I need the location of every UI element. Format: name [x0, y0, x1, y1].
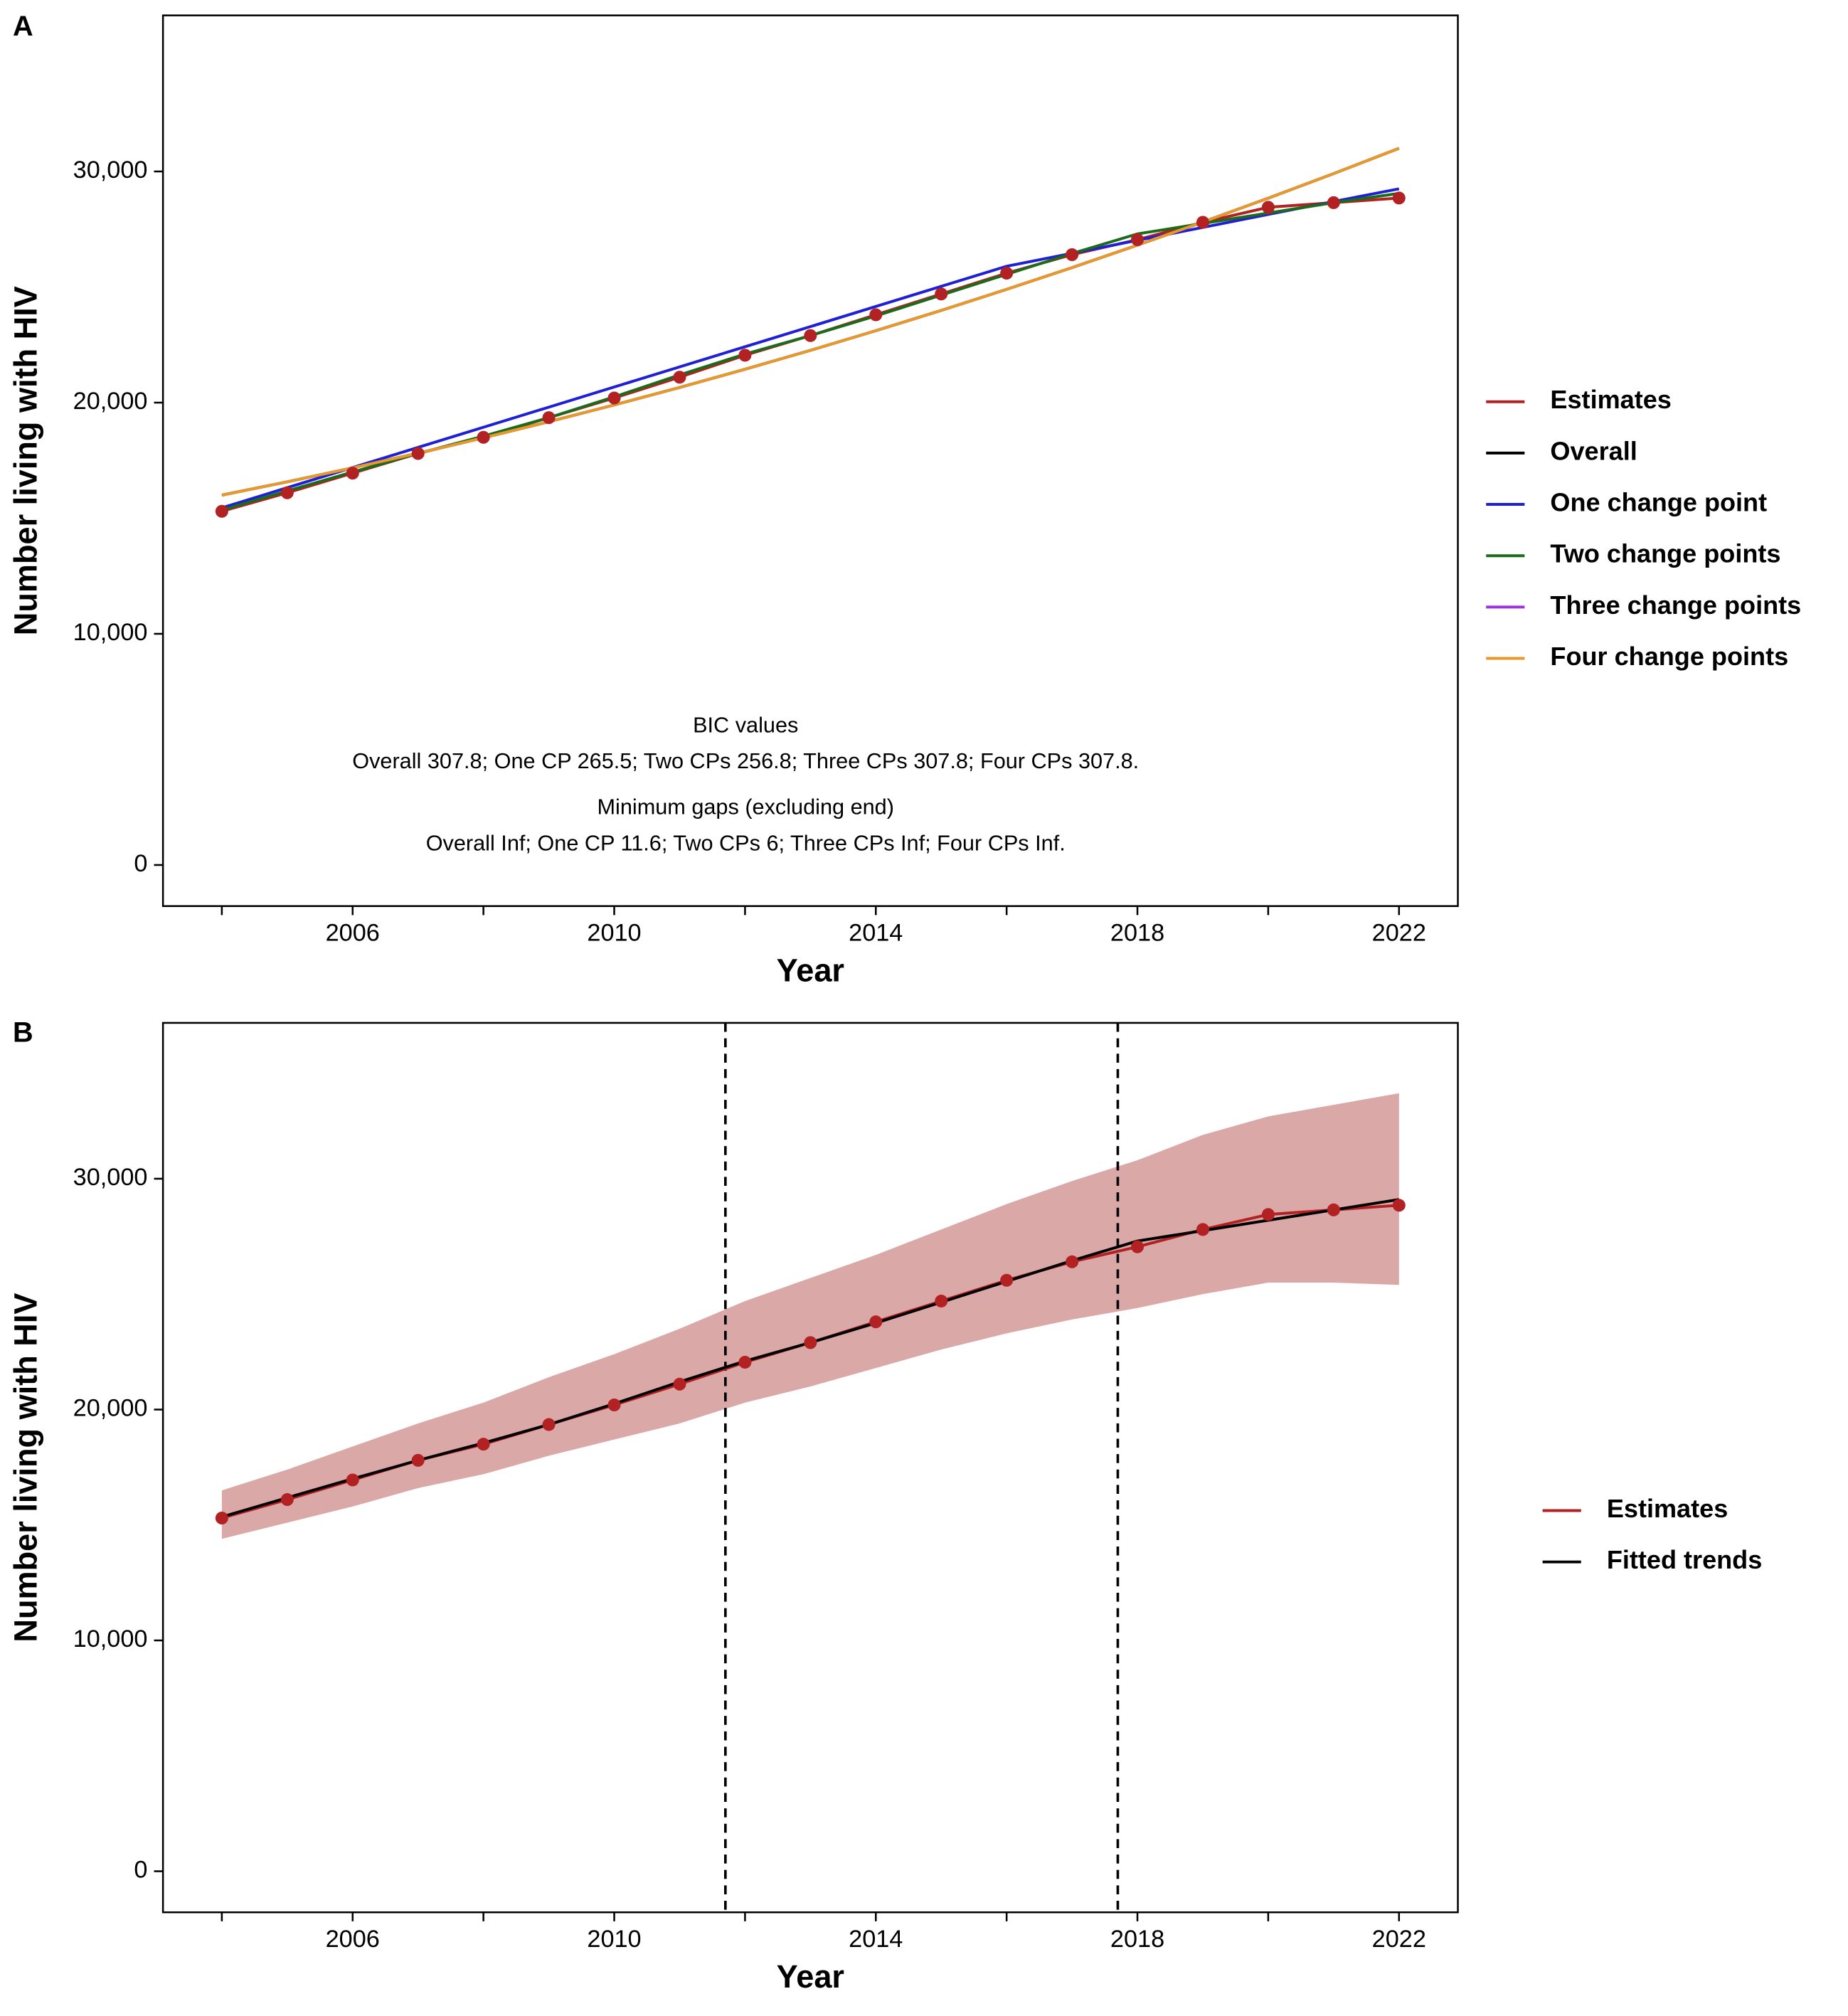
x-axis-title: Year	[777, 952, 844, 988]
x-tick-label: 2006	[326, 1926, 380, 1953]
y-tick-label: 30,000	[73, 156, 148, 184]
x-axis-title: Year	[777, 1958, 844, 1995]
estimate-point	[869, 1315, 883, 1329]
estimate-point	[869, 308, 883, 322]
panel-label: B	[13, 1017, 33, 1049]
estimate-point	[1131, 1240, 1145, 1253]
x-tick-label: 2022	[1372, 1926, 1426, 1953]
estimate-point	[477, 430, 490, 444]
estimate-point	[411, 1453, 425, 1467]
x-tick-label: 2014	[849, 1926, 903, 1953]
estimate-point	[280, 1493, 294, 1507]
estimate-point	[607, 391, 621, 405]
estimate-point	[1327, 196, 1340, 209]
y-tick-label: 20,000	[73, 388, 148, 415]
plot-frame	[161, 14, 1459, 908]
x-tick-label: 2018	[1110, 1926, 1164, 1953]
legend-label: Fitted trends	[1607, 1545, 1762, 1574]
x-tick-label: 2022	[1372, 919, 1426, 946]
x-tick-label: 2010	[587, 1926, 641, 1953]
estimate-point	[280, 486, 294, 499]
estimate-point	[935, 1294, 948, 1307]
plot-frame	[161, 1022, 1459, 1914]
estimate-point	[542, 1418, 556, 1431]
estimate-point	[1066, 1255, 1079, 1268]
legend-label: Four change points	[1550, 642, 1788, 671]
legend-label: Estimates	[1607, 1494, 1728, 1523]
estimate-point	[542, 411, 556, 425]
series-line	[221, 147, 1400, 497]
y-tick-label: 0	[134, 1857, 147, 1884]
annotation: Overall Inf; One CP 11.6; Two CPs 6; Thr…	[426, 831, 1066, 855]
estimate-point	[1131, 233, 1145, 246]
estimate-point	[804, 329, 817, 342]
estimate-point	[607, 1398, 621, 1412]
estimate-point	[738, 1355, 752, 1369]
estimate-point	[804, 1336, 817, 1349]
x-tick-label: 2010	[587, 919, 641, 946]
y-tick-label: 30,000	[73, 1164, 148, 1191]
series-line	[221, 147, 1400, 497]
x-tick-label: 2006	[326, 919, 380, 946]
estimate-point	[1000, 266, 1014, 280]
y-tick-label: 10,000	[73, 619, 148, 646]
y-axis-title: Number living with HIV	[8, 1293, 44, 1643]
estimate-point	[1392, 1199, 1406, 1212]
panel-label: A	[13, 11, 33, 42]
estimate-point	[411, 447, 425, 460]
annotation: BIC values	[693, 713, 798, 737]
series-line	[221, 147, 1400, 497]
legend-label: Three change points	[1550, 590, 1801, 620]
estimate-point	[1066, 248, 1079, 262]
x-tick-label: 2018	[1110, 919, 1164, 946]
estimate-point	[1392, 191, 1406, 205]
estimate-point	[215, 1511, 228, 1525]
y-tick-label: 0	[134, 850, 147, 877]
confidence-band	[221, 1093, 1399, 1539]
series-line	[221, 196, 1399, 513]
estimate-point	[346, 1473, 359, 1487]
y-tick-label: 10,000	[73, 1625, 148, 1652]
estimate-point	[215, 504, 228, 518]
legend-label: Estimates	[1550, 385, 1671, 414]
estimate-point	[1196, 216, 1209, 229]
legend-label: One change point	[1550, 488, 1767, 517]
y-axis-title: Number living with HIV	[8, 286, 44, 635]
estimate-point	[1327, 1203, 1340, 1216]
estimate-point	[738, 349, 752, 362]
annotation: Overall 307.8; One CP 265.5; Two CPs 256…	[352, 749, 1139, 773]
legend-label: Overall	[1550, 436, 1637, 465]
annotation: Minimum gaps (excluding end)	[597, 795, 893, 819]
x-tick-label: 2014	[849, 919, 903, 946]
estimate-point	[346, 467, 359, 480]
estimate-point	[1196, 1223, 1209, 1236]
estimate-point	[1261, 201, 1275, 214]
estimate-point	[935, 287, 948, 301]
estimate-point	[1000, 1273, 1014, 1287]
estimate-point	[673, 1377, 686, 1391]
estimate-point	[477, 1438, 490, 1451]
estimate-point	[1261, 1208, 1275, 1221]
y-tick-label: 20,000	[73, 1395, 148, 1422]
estimate-point	[673, 371, 686, 384]
legend-label: Two change points	[1550, 539, 1780, 568]
